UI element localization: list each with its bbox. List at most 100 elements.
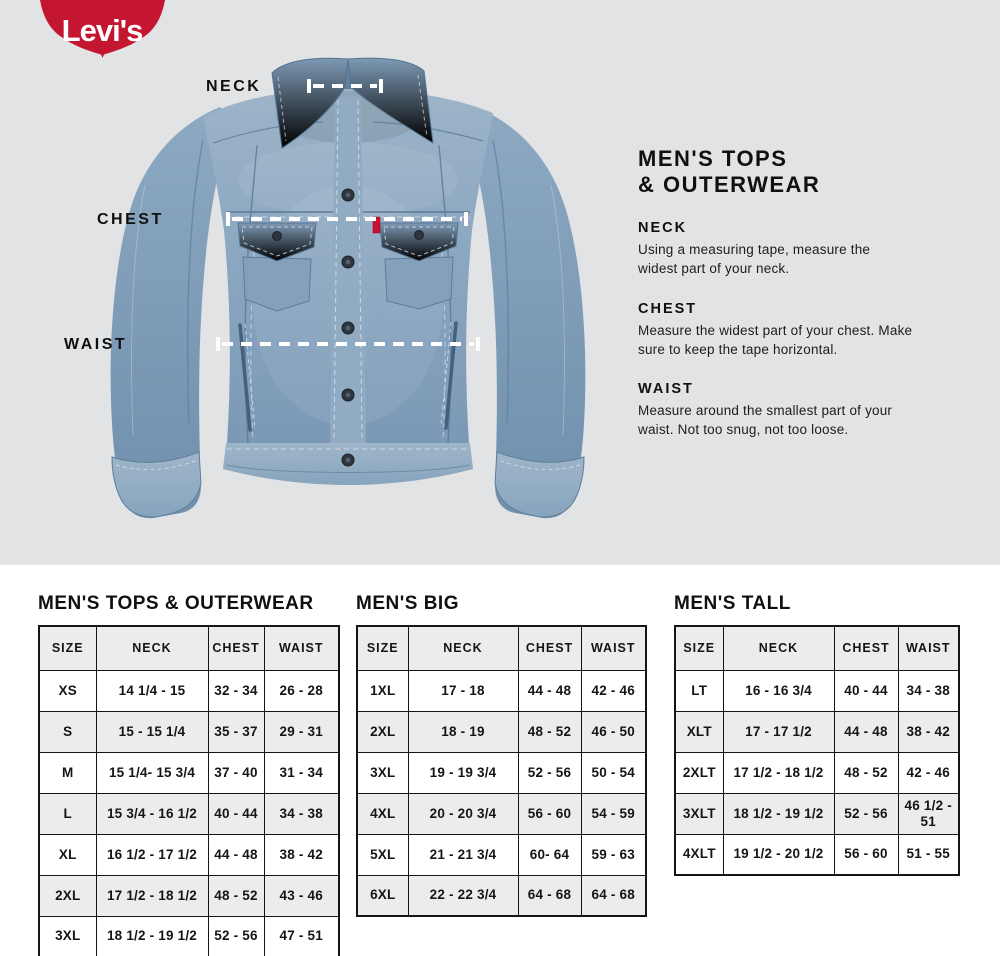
section-body: Measure around the smallest part of your… [638,403,893,438]
value-cell: 18 1/2 - 19 1/2 [722,792,835,835]
size-cell: L [38,792,97,835]
value-cell: 48 - 52 [517,710,582,753]
table-row: 3XLT 18 1/2 - 19 1/2 52 - 56 46 1/2 - 51 [674,792,960,835]
batwing-icon: Levi's [40,0,165,58]
size-cell: M [38,751,97,794]
value-cell: 35 - 37 [207,710,265,753]
column-header-chest: CHEST [207,625,265,671]
jacket-sleeve-right [461,107,586,519]
value-cell: 14 1/4 - 15 [95,669,209,712]
size-cell: 2XLT [674,751,724,794]
size-cell: XLT [674,710,724,753]
table-title-big: MEN'S BIG [356,593,459,614]
waist-instructions: WAIST Measure around the smallest part o… [638,381,968,440]
value-cell: 17 1/2 - 18 1/2 [95,874,209,917]
size-cell: 3XL [38,915,97,956]
jacket-collar [271,57,434,149]
value-cell: 15 - 15 1/4 [95,710,209,753]
column-header-size: SIZE [38,625,97,671]
value-cell: 56 - 60 [833,833,899,876]
size-cell: 6XL [356,874,409,917]
levis-logo: Levi's [37,0,169,62]
section-heading: CHEST [638,300,698,317]
value-cell: 50 - 54 [580,751,647,794]
value-cell: 48 - 52 [833,751,899,794]
section-heading: WAIST [638,381,694,398]
table-row: 2XL 18 - 19 48 - 52 46 - 50 [356,710,647,753]
value-cell: 42 - 46 [580,669,647,712]
table-row: L 15 3/4 - 16 1/2 40 - 44 34 - 38 [38,792,340,835]
value-cell: 38 - 42 [263,833,340,876]
header-row: SIZE NECK CHEST WAIST [674,625,960,671]
dashed-line [313,84,377,88]
value-cell: 17 - 17 1/2 [722,710,835,753]
size-cell: S [38,710,97,753]
value-cell: 16 - 16 3/4 [722,669,835,712]
value-cell: 60- 64 [517,833,582,876]
value-cell: 52 - 56 [517,751,582,794]
size-cell: 5XL [356,833,409,876]
dashed-line [232,217,462,221]
chest-pocket-left [237,222,317,312]
value-cell: 38 - 42 [897,710,960,753]
value-cell: 34 - 38 [897,669,960,712]
value-cell: 59 - 63 [580,833,647,876]
size-cell: 3XL [356,751,409,794]
logo-text: Levi's [62,13,143,48]
value-cell: 37 - 40 [207,751,265,794]
value-cell: 21 - 21 3/4 [407,833,519,876]
value-cell: 42 - 46 [897,751,960,794]
value-cell: 15 3/4 - 16 1/2 [95,792,209,835]
table-row: XL 16 1/2 - 17 1/2 44 - 48 38 - 42 [38,833,340,876]
table-row: S 15 - 15 1/4 35 - 37 29 - 31 [38,710,340,753]
page-title: MEN'S TOPS & OUTERWEAR [638,146,821,197]
value-cell: 26 - 28 [263,669,340,712]
value-cell: 19 1/2 - 20 1/2 [722,833,835,876]
table-row: M 15 1/4- 15 3/4 37 - 40 31 - 34 [38,751,340,794]
column-header-waist: WAIST [263,625,340,671]
section-body: Using a measuring tape, measure the wide… [638,241,871,276]
value-cell: 29 - 31 [263,710,340,753]
value-cell: 40 - 44 [833,669,899,712]
column-header-neck: NECK [722,625,835,671]
registered-trademark-icon: ® [144,0,158,18]
table-row: 3XL 19 - 19 3/4 52 - 56 50 - 54 [356,751,647,794]
jacket-photo [85,45,625,550]
placket-buttons [341,188,355,467]
size-cell: 2XL [356,710,409,753]
value-cell: 44 - 48 [833,710,899,753]
chest-measure-line [226,212,468,226]
neck-measure-line [307,79,383,93]
size-table-big: SIZE NECK CHEST WAIST 1XL 17 - 18 44 - 48 42 - … [356,625,647,917]
value-cell: 51 - 55 [897,833,960,876]
neck-instructions: NECK Using a measuring tape, measure the… [638,220,968,279]
size-cell: 3XLT [674,792,724,835]
dashed-line [222,342,474,346]
section-heading: NECK [638,219,688,236]
table-row: 3XL 18 1/2 - 19 1/2 52 - 56 47 - 51 [38,915,340,956]
column-header-chest: CHEST [833,625,899,671]
value-cell: 18 - 19 [407,710,519,753]
jacket-placket [330,97,366,467]
neck-measure-label: NECK [206,78,262,95]
measure-tick [216,337,220,351]
value-cell: 34 - 38 [263,792,340,835]
size-cell: XL [38,833,97,876]
table-title-tall: MEN'S TALL [674,593,791,614]
table-row: 6XL 22 - 22 3/4 64 - 68 64 - 68 [356,874,647,917]
value-cell: 31 - 34 [263,751,340,794]
value-cell: 19 - 19 3/4 [407,751,519,794]
table-row: 4XL 20 - 20 3/4 56 - 60 54 - 59 [356,792,647,835]
column-header-chest: CHEST [517,625,582,671]
column-header-waist: WAIST [897,625,960,671]
measure-tick [379,79,383,93]
value-cell: 56 - 60 [517,792,582,835]
waist-measure-line [216,337,480,351]
column-header-neck: NECK [407,625,519,671]
value-cell: 22 - 22 3/4 [407,874,519,917]
header-row: SIZE NECK CHEST WAIST [38,625,340,671]
column-header-size: SIZE [674,625,724,671]
size-cell: XS [38,669,97,712]
value-cell: 52 - 56 [207,915,265,956]
